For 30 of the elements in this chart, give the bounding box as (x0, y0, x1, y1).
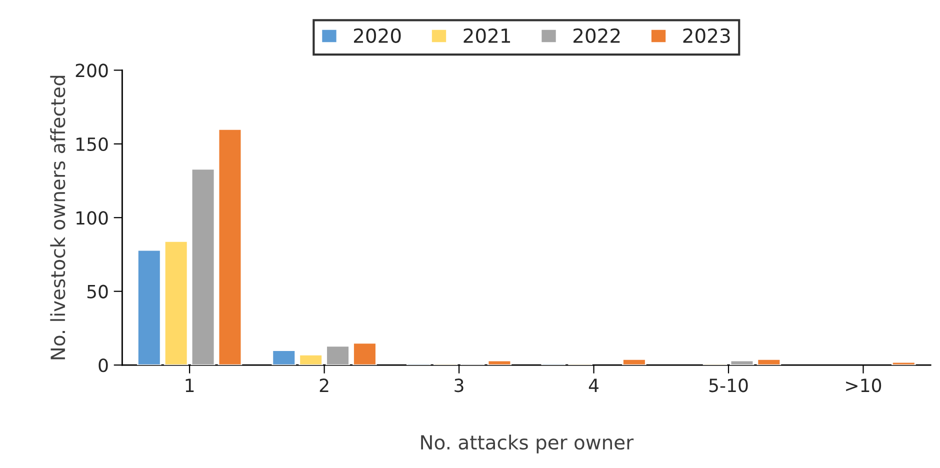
bar (892, 361, 916, 366)
bar (730, 360, 754, 366)
legend-label: 2022 (574, 28, 620, 44)
y-tick-label: 100 (76, 211, 108, 225)
y-axis-title: No. livestock owners affected (50, 76, 66, 360)
bar (352, 342, 377, 366)
x-tick-label: 3 (454, 378, 464, 392)
x-axis-title: No. attacks per owner (421, 434, 634, 454)
bar (756, 358, 782, 366)
bar (164, 240, 188, 366)
x-tick-label: 1 (186, 378, 194, 392)
bar (326, 345, 350, 366)
y-tick-label: 150 (76, 137, 108, 152)
bar (218, 128, 242, 366)
legend-label: 2020 (354, 28, 401, 44)
y-tick-label: 50 (87, 284, 108, 298)
bar (272, 350, 296, 366)
x-tick-label: 5-10 (709, 378, 748, 392)
bar (137, 249, 162, 366)
bar (190, 168, 216, 366)
bar (622, 358, 646, 366)
y-tick-label: 0 (98, 358, 108, 372)
x-tick-label: >10 (846, 378, 882, 392)
y-tick-label: 200 (76, 64, 108, 78)
x-tick-label: 4 (588, 378, 598, 392)
x-tick-label: 2 (320, 378, 328, 392)
bar (487, 360, 512, 366)
legend-label: 2023 (683, 28, 730, 44)
bar (298, 354, 323, 366)
legend-label: 2021 (464, 28, 510, 44)
